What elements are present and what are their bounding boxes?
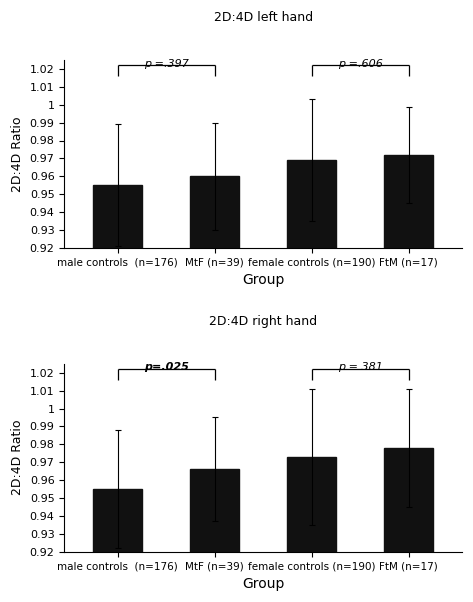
Bar <box>287 457 336 551</box>
Text: p =.381: p =.381 <box>338 362 383 373</box>
Text: p =.397: p =.397 <box>144 58 189 69</box>
X-axis label: Group: Group <box>242 273 284 287</box>
Bar <box>93 489 142 551</box>
Y-axis label: 2D:4D Ratio: 2D:4D Ratio <box>11 116 24 191</box>
X-axis label: Group: Group <box>242 577 284 591</box>
Bar <box>93 185 142 248</box>
Title: 2D:4D right hand: 2D:4D right hand <box>209 315 317 328</box>
Bar <box>190 176 239 248</box>
Text: p=.025: p=.025 <box>144 362 189 373</box>
Bar <box>384 448 433 551</box>
Title: 2D:4D left hand: 2D:4D left hand <box>213 11 313 24</box>
Text: p =.606: p =.606 <box>338 58 383 69</box>
Bar <box>190 470 239 551</box>
Bar <box>287 160 336 248</box>
Y-axis label: 2D:4D Ratio: 2D:4D Ratio <box>11 420 24 495</box>
Bar <box>384 155 433 248</box>
